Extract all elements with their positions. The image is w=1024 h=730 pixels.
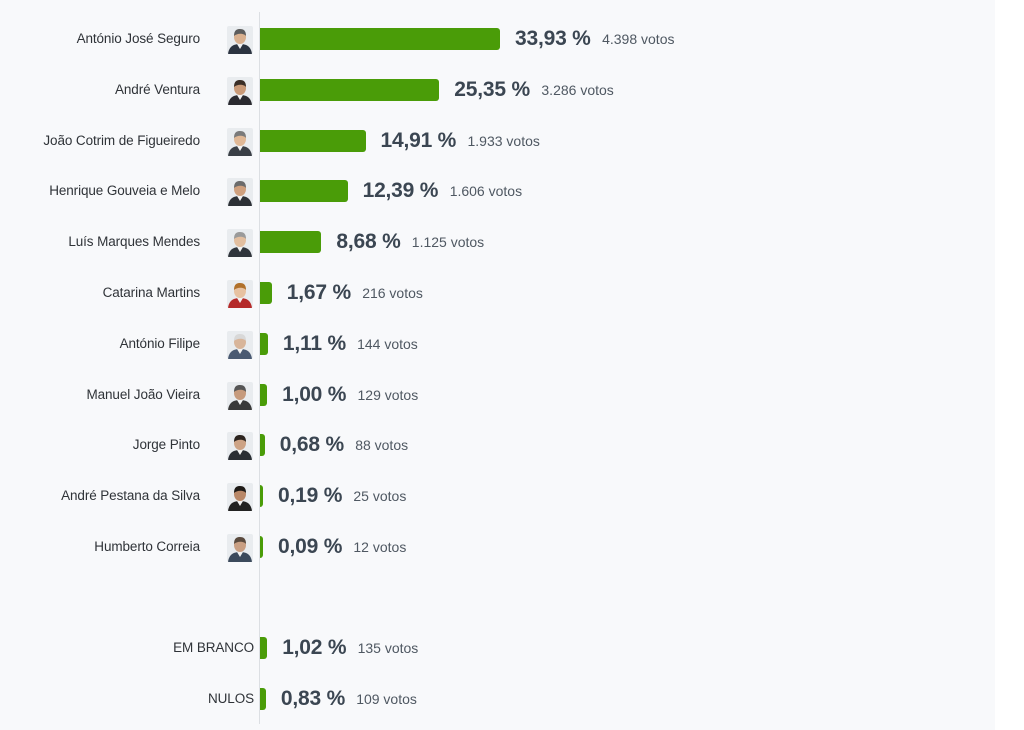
- votes-label: 129 votos: [357, 386, 419, 403]
- votes-label: 135 votos: [357, 640, 419, 656]
- portrait-icon: [227, 280, 253, 308]
- bar: [260, 485, 263, 508]
- other-label: NULOS: [207, 690, 254, 706]
- candidate-row: António Filipe 1,11 % 144 votos: [0, 329, 995, 359]
- portrait-icon: [227, 26, 253, 54]
- votes-label: 12 votos: [353, 539, 407, 555]
- percent-label: 33,93 %: [515, 27, 591, 50]
- other-row: NULOS 0,83 % 109 votos: [0, 684, 995, 714]
- percent-label: 25,35 %: [454, 77, 530, 101]
- portrait-icon: [227, 330, 253, 359]
- votes-label: 216 votos: [362, 285, 423, 301]
- candidate-row: Catarina Martins 1,67 % 216 votos: [0, 278, 995, 308]
- candidate-row: Henrique Gouveia e Melo 12,39 % 1.606 voto…: [0, 176, 995, 207]
- other-row: EM BRANCO 1,02 % 135 votos: [0, 633, 995, 663]
- portrait-icon: [227, 127, 253, 156]
- percent-label: 12,39 %: [362, 179, 439, 203]
- bar: [260, 687, 266, 710]
- candidate-row: André Pestana da Silva 0,19 % 25 votos: [0, 481, 995, 512]
- axis-line: [259, 12, 260, 724]
- bar: [260, 28, 500, 50]
- portrait-icon: [227, 483, 253, 512]
- candidate-row: Jorge Pinto 0,68 % 88 votos: [0, 430, 995, 461]
- portrait-icon: [227, 76, 253, 105]
- votes-label: 1.125 votos: [411, 234, 485, 251]
- bar: [260, 383, 268, 406]
- bar: [260, 129, 366, 152]
- votes-label: 1.933 votos: [467, 132, 540, 149]
- portrait-icon: [227, 432, 253, 461]
- bar: [260, 637, 268, 659]
- candidate-name: Humberto Correia: [94, 539, 200, 554]
- candidate-name: Catarina Martins: [102, 285, 201, 300]
- percent-label: 14,91 %: [380, 128, 457, 152]
- percent-label: 0,09 %: [278, 535, 343, 558]
- portrait-icon: [227, 229, 253, 258]
- votes-label: 88 votos: [355, 437, 409, 454]
- other-label: EM BRANCO: [173, 640, 254, 655]
- candidate-name: Luís Marques Mendes: [68, 234, 200, 250]
- percent-label: 0,68 %: [279, 433, 344, 457]
- candidate-name: Henrique Gouveia e Melo: [49, 183, 200, 199]
- bar: [260, 231, 322, 254]
- portrait-icon: [227, 381, 253, 410]
- candidate-name: João Cotrim de Figueiredo: [43, 132, 200, 148]
- votes-label: 1.606 votos: [449, 183, 523, 200]
- candidate-name: António José Seguro: [76, 31, 201, 46]
- candidate-row: Luís Marques Mendes 8,68 % 1.125 votos: [0, 227, 995, 258]
- candidate-row: João Cotrim de Figueiredo 14,91 % 1.933 vo…: [0, 126, 995, 156]
- results-panel: António José Seguro 33,93 % 4.398 votos And…: [0, 12, 995, 724]
- votes-label: 25 votos: [353, 488, 407, 505]
- votes-label: 109 votos: [356, 690, 417, 707]
- percent-label: 0,83 %: [280, 686, 346, 710]
- candidate-name: Jorge Pinto: [132, 437, 200, 453]
- bar: [260, 536, 263, 558]
- votes-label: 144 votos: [357, 335, 418, 352]
- percent-label: 1,67 %: [286, 281, 351, 304]
- candidate-row: Manuel João Vieira 1,00 % 129 votos: [0, 380, 995, 410]
- percent-label: 1,02 %: [282, 636, 347, 659]
- votes-label: 4.398 votos: [602, 31, 675, 47]
- candidate-row: André Ventura 25,35 % 3.286 votos: [0, 75, 995, 105]
- bar: [260, 180, 348, 203]
- percent-label: 1,00 %: [282, 382, 347, 406]
- percent-label: 8,68 %: [336, 230, 401, 254]
- candidate-name: António Filipe: [119, 335, 201, 351]
- candidate-name: Manuel João Vieira: [86, 386, 200, 402]
- candidate-name: André Ventura: [114, 81, 200, 97]
- candidate-name: André Pestana da Silva: [61, 488, 200, 504]
- portrait-icon: [227, 178, 253, 207]
- portrait-icon: [227, 534, 253, 562]
- bar: [260, 332, 268, 355]
- percent-label: 1,11 %: [282, 331, 346, 355]
- bar: [260, 282, 272, 304]
- bar: [260, 78, 440, 101]
- percent-label: 0,19 %: [278, 484, 343, 508]
- candidate-row: António José Seguro 33,93 % 4.398 votos: [0, 24, 995, 54]
- bar: [260, 434, 265, 457]
- votes-label: 3.286 votos: [541, 81, 614, 98]
- candidate-row: Humberto Correia 0,09 % 12 votos: [0, 532, 995, 562]
